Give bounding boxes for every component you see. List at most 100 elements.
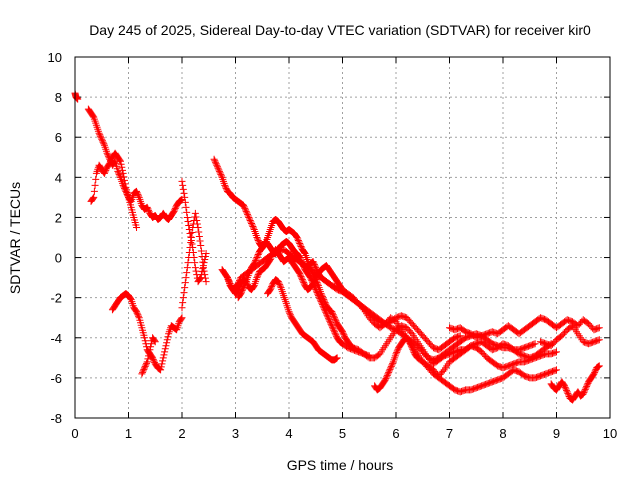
data-point-marker xyxy=(254,271,262,279)
data-point-marker xyxy=(183,264,191,272)
data-point-marker xyxy=(118,163,126,171)
data-point-marker xyxy=(211,158,219,166)
data-point-marker xyxy=(200,259,208,267)
data-point-marker xyxy=(385,368,393,376)
data-point-marker xyxy=(407,341,415,349)
data-point-marker xyxy=(101,168,109,176)
data-point-marker xyxy=(235,278,243,286)
data-point-marker xyxy=(100,169,108,177)
data-point-marker xyxy=(409,347,417,355)
data-point-marker xyxy=(313,289,321,297)
x-tick-label: 1 xyxy=(125,426,132,441)
data-point-marker xyxy=(97,134,105,142)
data-point-marker xyxy=(259,242,267,250)
data-point-marker xyxy=(311,262,319,270)
data-point-marker xyxy=(594,363,602,371)
data-point-marker xyxy=(133,308,141,316)
data-point-marker xyxy=(238,288,246,296)
data-point-marker xyxy=(275,279,283,287)
data-point-marker xyxy=(595,362,603,370)
data-point-marker xyxy=(150,357,158,365)
data-point-marker xyxy=(311,284,319,292)
y-tick-label: -8 xyxy=(50,411,62,426)
data-point-marker xyxy=(199,262,207,270)
data-point-marker xyxy=(327,320,335,328)
data-point-marker xyxy=(141,364,149,372)
chart-title: Day 245 of 2025, Sidereal Day-to-day VTE… xyxy=(89,22,591,38)
data-point-marker xyxy=(565,391,573,399)
data-point-marker xyxy=(163,336,171,344)
data-point-marker xyxy=(96,132,104,140)
data-point-marker xyxy=(583,382,591,390)
data-point-marker xyxy=(248,219,256,227)
data-point-marker xyxy=(456,332,464,340)
data-point-marker xyxy=(309,280,317,288)
data-point-marker xyxy=(237,290,245,298)
data-point-marker xyxy=(179,294,187,302)
data-point-marker xyxy=(141,362,149,370)
data-point-marker xyxy=(323,311,331,319)
data-point-marker xyxy=(127,295,135,303)
data-point-marker xyxy=(193,220,201,228)
data-point-marker xyxy=(145,206,153,214)
data-point-marker xyxy=(181,279,189,287)
data-point-marker xyxy=(197,274,205,282)
data-point-marker xyxy=(149,355,157,363)
data-point-marker xyxy=(243,209,251,217)
data-point-marker xyxy=(196,275,204,283)
series-sat-n xyxy=(371,334,560,396)
data-point-marker xyxy=(170,207,178,215)
data-point-marker xyxy=(581,385,589,393)
data-point-marker xyxy=(365,352,373,360)
data-point-marker xyxy=(240,201,248,209)
data-point-marker xyxy=(89,194,97,202)
data-point-marker xyxy=(180,189,188,197)
data-point-marker xyxy=(193,216,201,224)
data-point-marker xyxy=(332,317,340,325)
data-point-marker xyxy=(297,243,305,251)
data-point-marker xyxy=(144,205,152,213)
data-point-marker xyxy=(241,281,249,289)
data-point-marker xyxy=(182,203,190,211)
data-point-marker xyxy=(161,348,169,356)
data-point-marker xyxy=(312,286,320,294)
data-point-marker xyxy=(139,367,147,375)
data-point-marker xyxy=(407,342,415,350)
data-point-marker xyxy=(364,351,372,359)
data-point-marker xyxy=(121,180,129,188)
data-point-marker xyxy=(179,181,187,189)
data-point-marker xyxy=(563,388,571,396)
data-point-marker xyxy=(392,350,400,358)
data-markers xyxy=(71,89,603,404)
data-point-marker xyxy=(579,390,587,398)
data-point-marker xyxy=(149,354,157,362)
data-point-marker xyxy=(234,280,242,288)
data-point-marker xyxy=(553,366,560,374)
data-point-marker xyxy=(192,213,200,221)
data-point-marker xyxy=(171,206,179,214)
y-tick-label: 8 xyxy=(55,90,62,105)
y-tick-label: -2 xyxy=(50,291,62,306)
data-point-marker xyxy=(196,237,204,245)
data-point-marker xyxy=(118,166,126,174)
data-point-marker xyxy=(244,210,252,218)
data-point-marker xyxy=(320,305,328,313)
data-point-marker xyxy=(386,365,394,373)
data-point-marker xyxy=(181,193,189,201)
data-point-marker xyxy=(239,285,247,293)
data-point-marker xyxy=(308,278,316,286)
data-point-marker xyxy=(191,209,199,217)
data-point-marker xyxy=(267,284,275,292)
data-point-marker xyxy=(296,270,304,278)
data-point-marker xyxy=(214,164,222,172)
data-point-marker xyxy=(178,177,186,185)
data-point-marker xyxy=(191,259,199,267)
data-point-marker xyxy=(248,221,256,229)
data-point-marker xyxy=(329,325,337,333)
series-sat-b xyxy=(84,105,186,223)
data-point-marker xyxy=(300,249,308,257)
data-point-marker xyxy=(296,271,304,279)
data-point-marker xyxy=(99,138,107,146)
data-point-marker xyxy=(143,359,151,367)
